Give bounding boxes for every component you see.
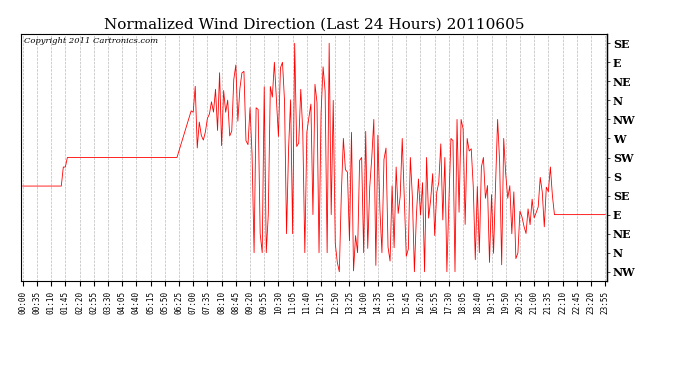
Text: Copyright 2011 Cartronics.com: Copyright 2011 Cartronics.com xyxy=(23,38,158,45)
Title: Normalized Wind Direction (Last 24 Hours) 20110605: Normalized Wind Direction (Last 24 Hours… xyxy=(104,17,524,31)
